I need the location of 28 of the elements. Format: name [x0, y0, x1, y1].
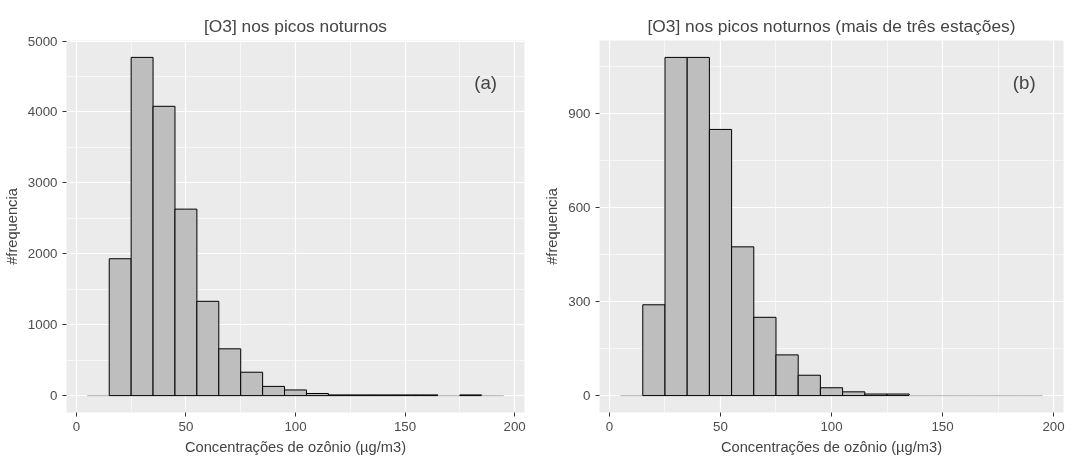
y-tick-label: 300: [568, 294, 591, 310]
x-tick-label: 100: [284, 418, 307, 434]
y-tick-label: 0: [583, 388, 591, 404]
y-tick-label: 600: [568, 200, 591, 216]
x-tick-label: 100: [820, 418, 843, 434]
y-tick-label: 2000: [27, 246, 58, 262]
chart-title: [O3] nos picos noturnos (mais de três estações): [647, 15, 1016, 36]
y-tick-label: 1000: [27, 317, 58, 333]
y-tick-label: 900: [568, 106, 591, 122]
x-tick-label: 50: [178, 418, 194, 434]
y-tick-label: 5000: [27, 33, 58, 49]
x-tick-label: 0: [72, 418, 81, 434]
x-tick-label: 200: [1042, 418, 1065, 434]
y-tick-label: 3000: [27, 175, 58, 191]
x-axis-title: Concentrações de ozônio (µg/m3): [184, 438, 407, 455]
x-tick-label: 200: [503, 418, 526, 434]
x-tick-label: 150: [931, 418, 954, 434]
annotation: (b): [1012, 71, 1036, 93]
x-tick-label: 50: [713, 418, 728, 434]
x-axis-title: Concentrações de ozônio (µg/m3): [720, 438, 943, 455]
y-tick-label: 0: [50, 388, 58, 404]
y-axis-title: #frequencia: [3, 187, 20, 265]
annotation: (a): [474, 71, 498, 93]
y-tick-label: 4000: [27, 104, 58, 120]
x-tick-label: 150: [393, 418, 417, 434]
x-tick-label: 0: [605, 418, 614, 434]
chart-title: [O3] nos picos noturnos: [203, 15, 388, 36]
y-axis-title: #frequencia: [544, 187, 561, 265]
